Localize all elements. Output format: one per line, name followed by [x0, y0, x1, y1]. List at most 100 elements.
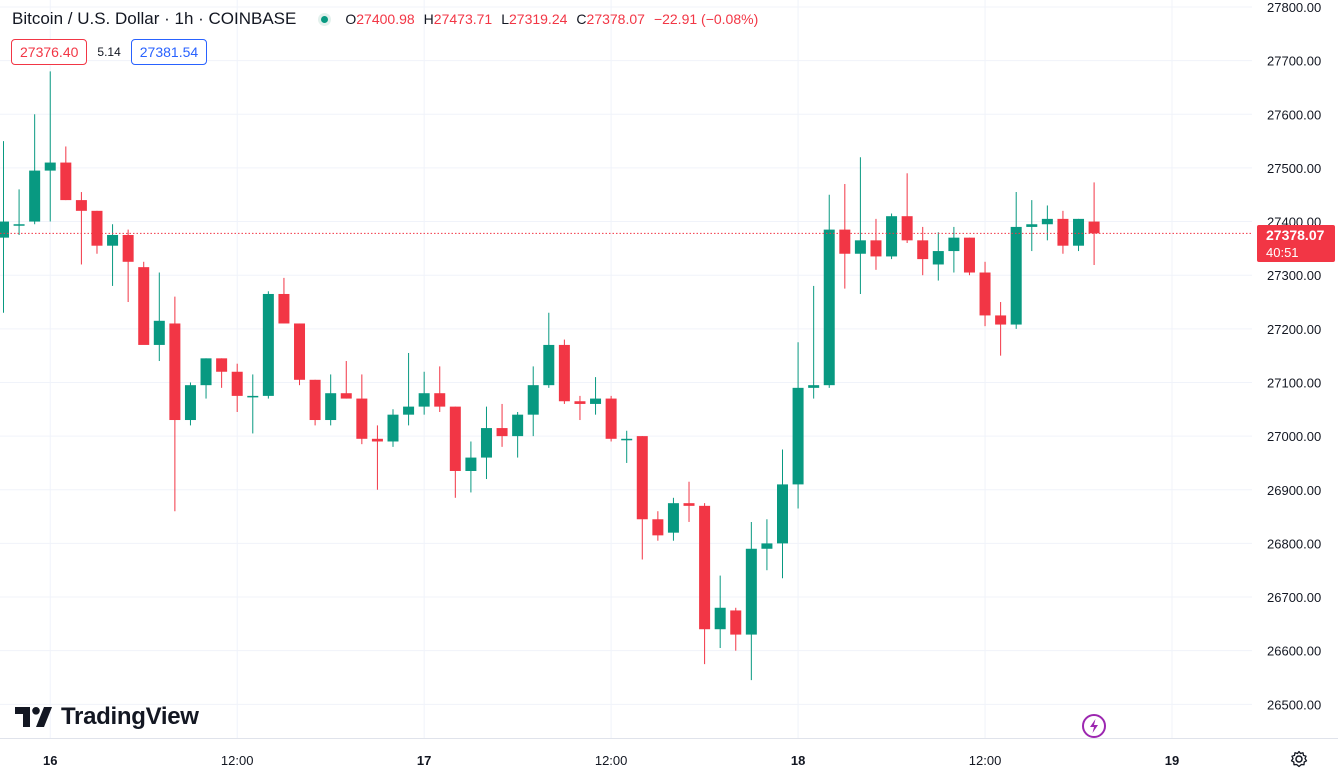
- candle-body: [403, 406, 415, 415]
- candle-body: [1057, 218, 1069, 246]
- open-label: O: [345, 11, 357, 27]
- y-tick-label: 26900.00: [1267, 483, 1321, 498]
- candle-body: [13, 224, 25, 226]
- x-tick-label: 18: [791, 753, 805, 768]
- y-tick-label: 27600.00: [1267, 107, 1321, 122]
- high-label: H: [423, 11, 434, 27]
- logo-text: TradingView: [61, 703, 199, 730]
- symbol-title[interactable]: Bitcoin / U.S. Dollar · 1h · COINBASE: [12, 9, 297, 28]
- candle-body: [761, 543, 773, 549]
- candle-body: [434, 393, 446, 407]
- y-tick-label: 27700.00: [1267, 54, 1321, 69]
- buy-button[interactable]: 27381.54: [130, 39, 208, 65]
- candle-body: [44, 162, 56, 171]
- candle-body: [777, 484, 788, 544]
- candle-body: [496, 428, 508, 437]
- candle-body: [340, 393, 352, 399]
- last-price-value: 27378.07: [1266, 227, 1325, 243]
- low-label: L: [501, 11, 509, 27]
- candle-body: [1026, 224, 1038, 227]
- candle-body: [636, 436, 648, 520]
- candle-body: [356, 398, 368, 439]
- y-tick-label: 27500.00: [1267, 161, 1321, 176]
- y-tick-label: 26600.00: [1267, 644, 1321, 659]
- y-tick-label: 27200.00: [1267, 322, 1321, 337]
- candle-body: [808, 385, 820, 388]
- high-value: 27473.71: [433, 11, 493, 27]
- candle-body: [262, 293, 274, 396]
- candle-body: [699, 505, 711, 630]
- candle-body: [122, 234, 134, 262]
- candle-body: [1088, 221, 1100, 234]
- y-tick-label: 26700.00: [1267, 590, 1321, 605]
- candle-body: [325, 393, 337, 421]
- candle-body: [574, 401, 586, 404]
- candle-body: [979, 272, 991, 316]
- last-price-label: 27378.07 40:51: [1257, 225, 1335, 262]
- candle-body: [247, 395, 259, 398]
- lightning-icon[interactable]: [1081, 713, 1107, 739]
- candle-body: [605, 398, 617, 439]
- candle-body: [1010, 226, 1022, 325]
- candle-body: [901, 216, 913, 241]
- candle-body: [886, 216, 898, 257]
- candle-body: [823, 229, 835, 386]
- candle-body: [91, 210, 103, 246]
- candles: [0, 71, 1100, 681]
- candle-body: [839, 229, 851, 254]
- candle-body: [1073, 218, 1085, 246]
- candle-body: [231, 371, 243, 396]
- quote-panel: 27376.40 5.14 27381.54: [11, 39, 208, 65]
- x-tick-label: 12:00: [969, 753, 1002, 768]
- candle-body: [216, 358, 228, 372]
- grid-lines: [0, 0, 1252, 738]
- x-tick-label: 17: [417, 753, 431, 768]
- candle-body: [995, 315, 1007, 325]
- low-value: 27319.24: [509, 11, 568, 27]
- candle-body: [512, 414, 524, 437]
- candle-body: [418, 393, 430, 407]
- x-tick-label: 12:00: [221, 753, 254, 768]
- change-value: −22.91 (−0.08%): [653, 11, 759, 27]
- candle-body: [667, 503, 679, 533]
- time-axis[interactable]: 16 12:00 17 12:00 18 12:00 19: [0, 738, 1338, 769]
- candle-body: [449, 406, 461, 471]
- price-axis[interactable]: 27800.0027700.0027600.0027500.0027400.00…: [1267, 0, 1321, 712]
- tradingview-logo[interactable]: TradingView: [15, 703, 199, 731]
- candle-body: [714, 607, 726, 630]
- candle-body: [932, 251, 944, 265]
- live-status-icon: [318, 12, 332, 26]
- candle-body: [60, 162, 72, 201]
- y-tick-label: 26500.00: [1267, 697, 1321, 712]
- candle-body: [309, 379, 321, 421]
- candle-body: [0, 221, 9, 238]
- candle-body: [963, 237, 975, 273]
- candle-body: [652, 519, 664, 536]
- settings-gear-icon[interactable]: [1290, 750, 1308, 768]
- candle-body: [527, 385, 539, 415]
- y-tick-label: 27800.00: [1267, 0, 1321, 15]
- x-tick-label: 19: [1165, 753, 1179, 768]
- candle-body: [621, 438, 633, 441]
- x-tick-label: 16: [43, 753, 57, 768]
- candle-body: [590, 398, 602, 404]
- candle-body: [730, 610, 742, 635]
- sell-button[interactable]: 27376.40: [11, 39, 88, 65]
- candle-body: [745, 548, 757, 635]
- candle-body: [387, 414, 399, 442]
- candle-body: [200, 358, 212, 386]
- candle-body: [29, 170, 41, 222]
- candle-body: [371, 438, 383, 442]
- candle-body: [480, 428, 492, 458]
- y-tick-label: 27300.00: [1267, 268, 1321, 283]
- candle-body: [184, 385, 196, 421]
- candle-body: [543, 344, 555, 386]
- close-value: 27378.07: [586, 11, 645, 27]
- candle-body: [169, 323, 181, 421]
- candle-body: [792, 387, 804, 485]
- open-value: 27400.98: [356, 11, 415, 27]
- candle-body: [465, 457, 477, 471]
- y-tick-label: 27000.00: [1267, 429, 1321, 444]
